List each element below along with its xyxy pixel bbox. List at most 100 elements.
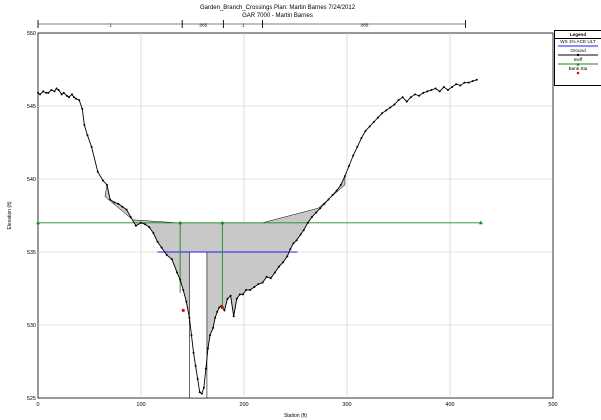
ground-point — [413, 93, 416, 96]
water-line-swatch — [558, 45, 598, 47]
ground-point — [185, 300, 188, 303]
ground-point — [37, 91, 39, 94]
ground-point — [202, 386, 205, 389]
ground-point — [418, 94, 421, 97]
bank-station-point — [181, 308, 185, 312]
ground-point — [206, 347, 209, 350]
ground-point — [238, 293, 241, 296]
ground-point — [434, 87, 437, 90]
ground-point — [209, 334, 212, 337]
ground-point — [218, 306, 221, 309]
ground-point — [289, 248, 292, 251]
ground-point — [467, 81, 470, 84]
ground-point — [401, 96, 404, 99]
ground-point — [273, 271, 276, 274]
ground-point — [471, 80, 474, 83]
ground-point — [409, 96, 412, 99]
ground-point — [364, 129, 367, 132]
y-tick-label: 530 — [27, 323, 36, 329]
y-axis-label: Elevation (ft) — [7, 201, 13, 229]
ground-point — [438, 90, 441, 93]
ground-point — [232, 315, 235, 318]
ground-point — [257, 283, 260, 286]
ground-point — [253, 286, 256, 289]
ground-point — [306, 221, 309, 224]
ground-point — [455, 83, 458, 86]
ground-point — [196, 378, 199, 381]
ground-point — [295, 239, 298, 242]
ground-point — [65, 94, 68, 97]
legend-label-ineff: Ineff — [573, 57, 583, 62]
x-tick-label: 300 — [342, 402, 351, 408]
ground-point — [129, 215, 132, 218]
ground-point — [39, 93, 42, 96]
ground-point — [459, 84, 462, 87]
ground-point — [188, 316, 191, 319]
ground-point — [299, 233, 302, 236]
ineff-marker — [36, 220, 40, 225]
ground-point — [83, 123, 86, 126]
ground-point — [45, 91, 48, 94]
x-tick-label: 500 — [548, 402, 557, 408]
ground-point — [42, 90, 45, 93]
ground-point — [192, 351, 195, 354]
ground-point — [372, 121, 375, 124]
top-scale-label: .1 — [108, 23, 112, 28]
ground-point — [125, 208, 128, 211]
legend-label-bank: Bank Sta — [568, 66, 588, 71]
legend-box: Legend WS 1% ACE ULT Ground Ineff Bank S… — [554, 30, 601, 86]
ground-point — [226, 297, 229, 300]
ground-point — [214, 316, 217, 319]
chart-subtitle: GAR 7000 - Martin Barnes — [242, 13, 313, 19]
ground-point — [60, 93, 63, 96]
ground-point — [422, 91, 425, 94]
ground-point — [57, 88, 60, 91]
ground-point — [47, 91, 50, 94]
bank-station-point — [220, 305, 224, 310]
ground-point — [269, 277, 272, 280]
ground-point — [212, 326, 215, 329]
x-tick-label: 200 — [239, 402, 248, 408]
ground-point — [144, 223, 147, 226]
ground-point — [335, 189, 338, 192]
ground-point — [70, 93, 73, 96]
y-tick-label: 540 — [27, 177, 36, 183]
ground-point — [451, 86, 454, 89]
ground-point — [160, 246, 163, 249]
chart-title: Garden_Branch_Crossings Plan: Martin Bar… — [199, 5, 356, 11]
ground-point — [55, 87, 58, 90]
ground-point — [198, 391, 201, 394]
ground-point — [385, 109, 388, 112]
ground-point — [148, 226, 151, 229]
blocked-obstruction — [189, 251, 208, 399]
ground-point — [331, 194, 334, 197]
ground-point — [109, 198, 112, 201]
y-tick-label: 545 — [27, 104, 36, 110]
ground-point — [179, 278, 182, 281]
y-tick-label: 550 — [27, 31, 36, 37]
ground-point — [50, 88, 53, 91]
ground-point — [90, 145, 93, 148]
ground-point — [223, 309, 226, 312]
ground-point — [170, 258, 173, 261]
ground-point — [81, 107, 84, 110]
ground-point — [393, 103, 396, 106]
ineff-swatch — [558, 62, 598, 66]
x-tick-label: 400 — [445, 402, 454, 408]
ground-point — [430, 88, 433, 91]
ground-point — [73, 96, 76, 99]
ground-point — [117, 202, 120, 205]
ineff-marker — [178, 220, 183, 225]
ground-point — [204, 367, 207, 370]
ground-point — [389, 106, 392, 109]
top-scale-label: .065 — [360, 23, 369, 28]
ground-point — [152, 232, 155, 235]
ground-point — [67, 96, 70, 99]
ground-point — [302, 229, 305, 232]
ground-point — [165, 253, 168, 256]
ground-point — [405, 100, 408, 103]
x-axis-label: Station (ft) — [284, 413, 307, 419]
ground-point — [265, 275, 268, 278]
legend-item-ground: Ground — [555, 48, 601, 57]
